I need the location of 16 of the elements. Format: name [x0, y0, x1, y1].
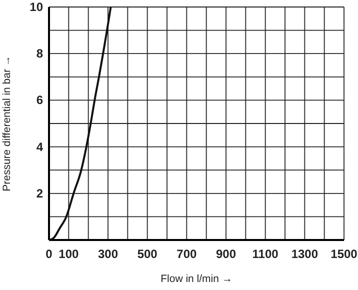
x-tick-label: 1300 — [291, 247, 318, 261]
y-tick-label: 2 — [36, 186, 44, 200]
y-axis-title: Pressure differential in bar → — [1, 56, 13, 192]
x-tick-label: 300 — [98, 247, 118, 261]
y-tick-label: 8 — [36, 46, 44, 61]
y-tick-label: 6 — [36, 93, 44, 108]
y-tick-label: 4 — [36, 140, 44, 154]
y-tick-label: 10 — [30, 0, 44, 14]
x-tick-label: 1500 — [330, 247, 358, 261]
x-tick-label: 100 — [58, 247, 79, 261]
x-tick-label: 500 — [137, 247, 158, 261]
x-tick-label: 700 — [176, 247, 197, 261]
x-tick-label: 900 — [216, 247, 236, 261]
x-axis-title: Flow in l/min → — [160, 273, 232, 285]
x-tick-label: 1100 — [252, 247, 279, 261]
x-tick-label: 0 — [46, 247, 53, 261]
